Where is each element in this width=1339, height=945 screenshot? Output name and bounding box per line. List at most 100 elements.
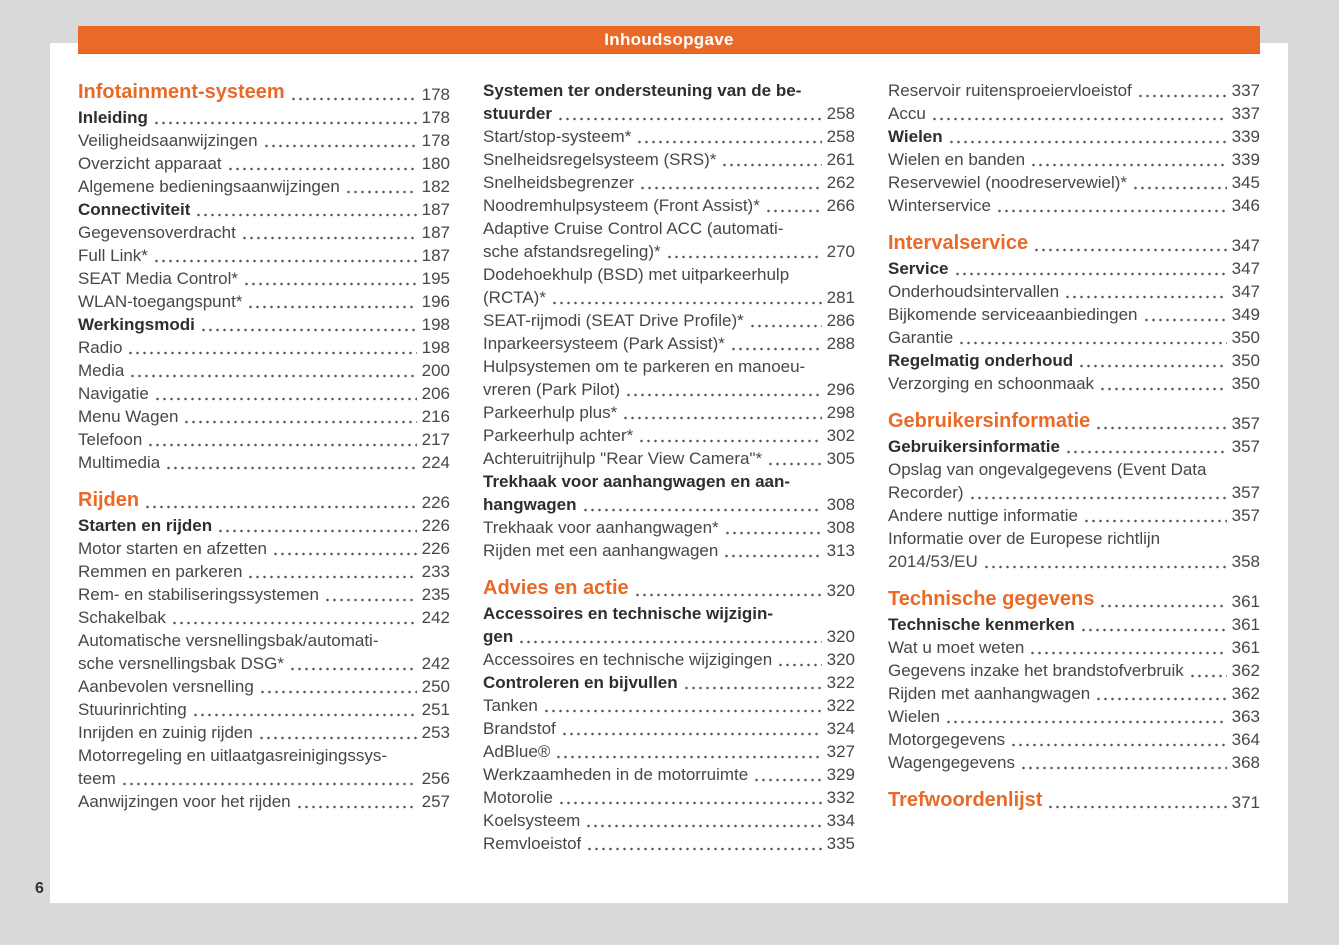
toc-entry[interactable]: Accessoires en technische wijzigingen 320 xyxy=(483,648,855,671)
toc-entry[interactable]: Remvloeistof 335 xyxy=(483,832,855,855)
toc-entry[interactable]: Dodehoekhulp (BSD) met uitparkeerhulp (RC… xyxy=(483,263,855,309)
toc-section-entry[interactable]: Infotainment-systeem 178 xyxy=(78,79,450,106)
toc-entry[interactable]: Hulpsystemen om te parkeren en manoeu-vr… xyxy=(483,355,855,401)
toc-section-entry[interactable]: Technische gegevens 361 xyxy=(888,586,1260,613)
toc-entry[interactable]: Motorregeling en uitlaatgasreinigingssys… xyxy=(78,744,450,790)
toc-entry[interactable]: Werkzaamheden in de motorruimte 329 xyxy=(483,763,855,786)
toc-entry[interactable]: Schakelbak 242 xyxy=(78,606,450,629)
toc-entry[interactable]: Radio 198 xyxy=(78,336,450,359)
toc-entry[interactable]: Navigatie 206 xyxy=(78,382,450,405)
toc-entry[interactable]: Informatie over de Europese richtlijn 201… xyxy=(888,527,1260,573)
toc-entry[interactable]: Rem- en stabiliseringssystemen 235 xyxy=(78,583,450,606)
toc-entry[interactable]: Full Link* 187 xyxy=(78,244,450,267)
toc-entry[interactable]: Aanwijzingen voor het rijden 257 xyxy=(78,790,450,813)
toc-entry[interactable]: SEAT Media Control* 195 xyxy=(78,267,450,290)
toc-entry[interactable]: Inparkeersysteem (Park Assist)* 288 xyxy=(483,332,855,355)
toc-entry[interactable]: Bijkomende serviceaanbiedingen 349 xyxy=(888,303,1260,326)
toc-entry[interactable]: Motorgegevens 364 xyxy=(888,728,1260,751)
toc-entry-row: Rijden met aanhangwagen 362 xyxy=(888,682,1260,705)
toc-entry[interactable]: Stuurinrichting 251 xyxy=(78,698,450,721)
toc-entry[interactable]: Multimedia 224 xyxy=(78,451,450,474)
toc-entry-page-number: 242 xyxy=(421,608,450,627)
toc-entry[interactable]: SEAT-rijmodi (SEAT Drive Profile)* 286 xyxy=(483,309,855,332)
toc-entry[interactable]: Trekhaak voor aanhangwagen en aan-hangwa… xyxy=(483,470,855,516)
toc-entry[interactable]: Brandstof 324 xyxy=(483,717,855,740)
toc-entry[interactable]: Start/stop-systeem* 258 xyxy=(483,125,855,148)
toc-entry[interactable]: Systemen ter ondersteuning van de be-stu… xyxy=(483,79,855,125)
toc-section-entry[interactable]: Advies en actie 320 xyxy=(483,575,855,602)
toc-entry[interactable]: Noodremhulpsysteem (Front Assist)* 266 xyxy=(483,194,855,217)
toc-entry-page-number: 327 xyxy=(826,742,855,761)
toc-entry[interactable]: Starten en rijden 226 xyxy=(78,514,450,537)
toc-entry[interactable]: Motorolie 332 xyxy=(483,786,855,809)
toc-entry-row: Motorolie 332 xyxy=(483,786,855,809)
toc-entry[interactable]: Snelheidsregelsysteem (SRS)* 261 xyxy=(483,148,855,171)
toc-entry[interactable]: Veiligheidsaanwijzingen 178 xyxy=(78,129,450,152)
toc-entry[interactable]: Menu Wagen 216 xyxy=(78,405,450,428)
dot-leader xyxy=(1010,743,1227,747)
toc-entry[interactable]: Accu 337 xyxy=(888,102,1260,125)
toc-entry[interactable]: AdBlue® 327 xyxy=(483,740,855,763)
toc-entry[interactable]: Rijden met aanhangwagen 362 xyxy=(888,682,1260,705)
toc-entry-row: Wielen 339 xyxy=(888,125,1260,148)
toc-entry-line: Informatie over de Europese richtlijn xyxy=(888,529,1161,548)
toc-entry[interactable]: Wielen 363 xyxy=(888,705,1260,728)
toc-entry[interactable]: Tanken 322 xyxy=(483,694,855,717)
toc-entry[interactable]: Accessoires en technische wijzigin-gen 32… xyxy=(483,602,855,648)
toc-entry[interactable]: Gegevens inzake het brandstofverbruik 362 xyxy=(888,659,1260,682)
toc-entry[interactable]: Opslag van ongevalgegevens (Event Data Re… xyxy=(888,458,1260,504)
toc-entry[interactable]: Inrijden en zuinig rijden 253 xyxy=(78,721,450,744)
toc-entry[interactable]: Automatische versnellingsbak/automati-sc… xyxy=(78,629,450,675)
toc-entry[interactable]: Overzicht apparaat 180 xyxy=(78,152,450,175)
toc-entry[interactable]: Trekhaak voor aanhangwagen* 308 xyxy=(483,516,855,539)
toc-entry[interactable]: Garantie 350 xyxy=(888,326,1260,349)
toc-entry[interactable]: Parkeerhulp plus* 298 xyxy=(483,401,855,424)
dot-leader xyxy=(1188,674,1227,678)
toc-entry[interactable]: Snelheidsbegrenzer 262 xyxy=(483,171,855,194)
toc-section-entry[interactable]: Intervalservice 347 xyxy=(888,230,1260,257)
toc-entry[interactable]: Media 200 xyxy=(78,359,450,382)
toc-entry[interactable]: Aanbevolen versnelling 250 xyxy=(78,675,450,698)
toc-entry[interactable]: Andere nuttige informatie 357 xyxy=(888,504,1260,527)
toc-entry[interactable]: Motor starten en afzetten 226 xyxy=(78,537,450,560)
toc-entry[interactable]: WLAN-toegangspunt* 196 xyxy=(78,290,450,313)
toc-entry-page-number: 350 xyxy=(1231,328,1260,347)
toc-entry[interactable]: Telefoon 217 xyxy=(78,428,450,451)
toc-entry[interactable]: Reservewiel (noodreservewiel)* 345 xyxy=(888,171,1260,194)
toc-entry[interactable]: Gegevensoverdracht 187 xyxy=(78,221,450,244)
toc-entry-page-number: 337 xyxy=(1231,81,1260,100)
toc-section-entry[interactable]: Trefwoordenlijst 371 xyxy=(888,787,1260,814)
toc-section-entry[interactable]: Gebruikersinformatie 357 xyxy=(888,408,1260,435)
toc-entry[interactable]: Algemene bedieningsaanwijzingen 182 xyxy=(78,175,450,198)
toc-entry-page-number: 329 xyxy=(826,765,855,784)
toc-entry[interactable]: Wagengegevens 368 xyxy=(888,751,1260,774)
toc-entry[interactable]: Wielen en banden 339 xyxy=(888,148,1260,171)
toc-entry[interactable]: Inleiding 178 xyxy=(78,106,450,129)
toc-entry-label: Accu xyxy=(888,104,926,123)
toc-entry[interactable]: Parkeerhulp achter* 302 xyxy=(483,424,855,447)
toc-entry[interactable]: Gebruikersinformatie 357 xyxy=(888,435,1260,458)
toc-entry[interactable]: Wat u moet weten 361 xyxy=(888,636,1260,659)
toc-entry[interactable]: Koelsysteem 334 xyxy=(483,809,855,832)
toc-entry[interactable]: Verzorging en schoonmaak 350 xyxy=(888,372,1260,395)
toc-entry[interactable]: Adaptive Cruise Control ACC (automati-sc… xyxy=(483,217,855,263)
toc-entry[interactable]: Controleren en bijvullen 322 xyxy=(483,671,855,694)
toc-entry-row: Motorgegevens 364 xyxy=(888,728,1260,751)
toc-entry[interactable]: Remmen en parkeren 233 xyxy=(78,560,450,583)
toc-entry[interactable]: Connectiviteit 187 xyxy=(78,198,450,221)
dot-leader xyxy=(542,709,822,713)
toc-entry[interactable]: Regelmatig onderhoud 350 xyxy=(888,349,1260,372)
toc-entry[interactable]: Achteruitrijhulp "Rear View Camera"* 305 xyxy=(483,447,855,470)
dot-leader xyxy=(721,163,822,167)
dot-leader xyxy=(1064,450,1227,454)
toc-entry[interactable]: Werkingsmodi 198 xyxy=(78,313,450,336)
toc-entry[interactable]: Onderhoudsintervallen 347 xyxy=(888,280,1260,303)
toc-entry[interactable]: Technische kenmerken 361 xyxy=(888,613,1260,636)
toc-entry[interactable]: Reservoir ruitensproeiervloeistof 337 xyxy=(888,79,1260,102)
toc-entry[interactable]: Rijden met een aanhangwagen 313 xyxy=(483,539,855,562)
toc-entry[interactable]: Service 347 xyxy=(888,257,1260,280)
toc-section-entry[interactable]: Rijden 226 xyxy=(78,487,450,514)
toc-entry[interactable]: Wielen 339 xyxy=(888,125,1260,148)
toc-entry[interactable]: Winterservice 346 xyxy=(888,194,1260,217)
toc-entry-page-number: 256 xyxy=(421,769,450,788)
